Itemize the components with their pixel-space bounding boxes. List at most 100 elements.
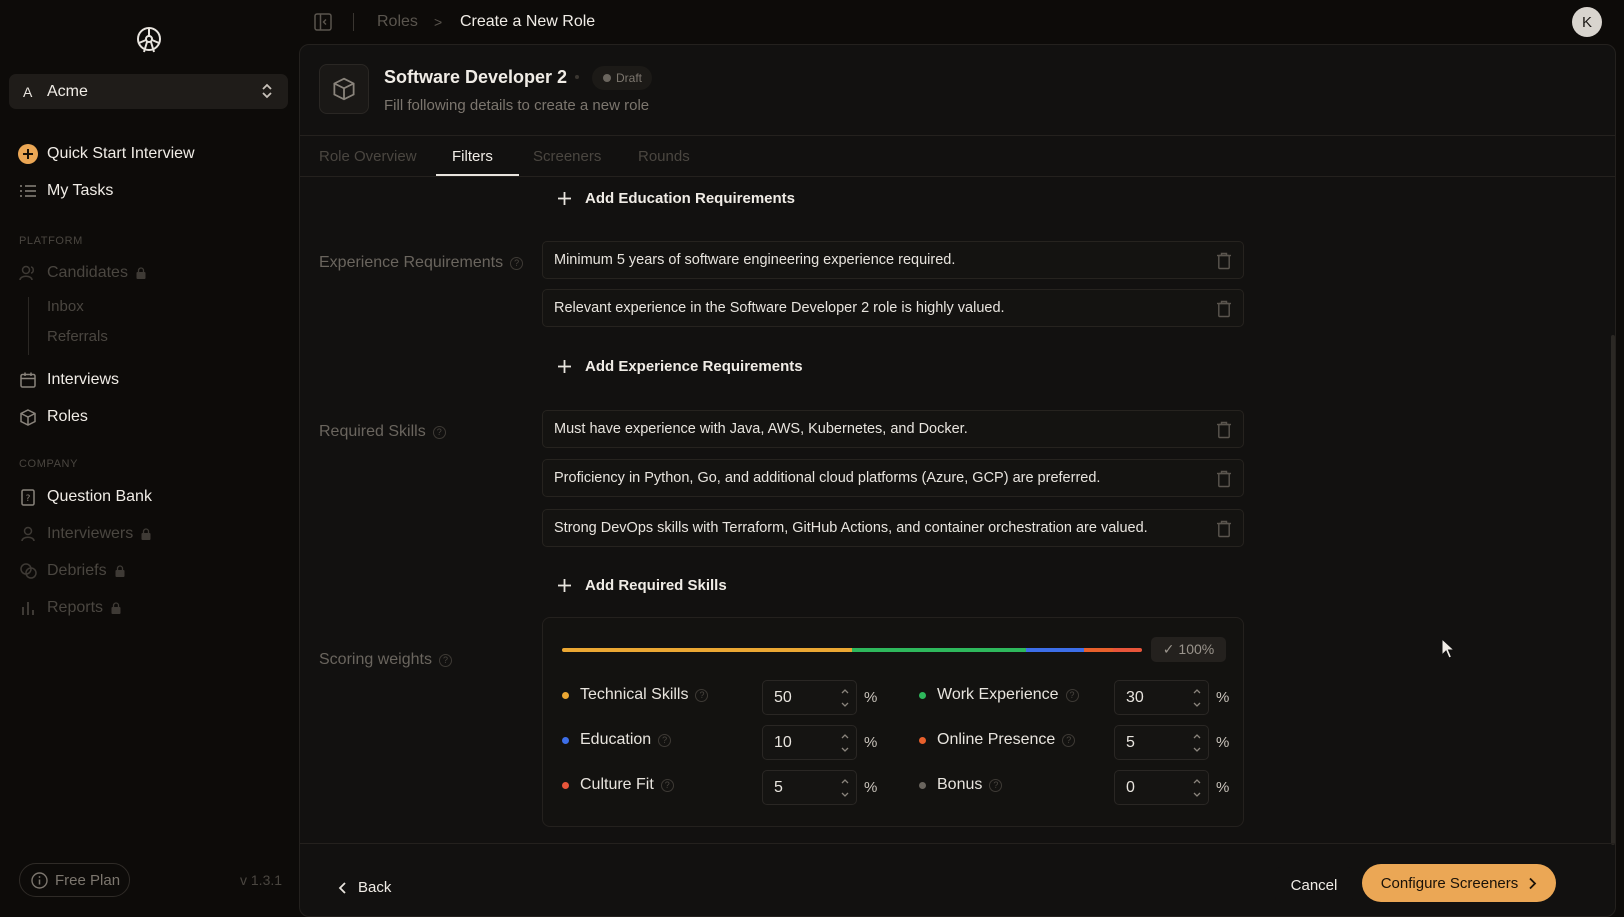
info-icon bbox=[31, 871, 48, 889]
stepper-icon[interactable] bbox=[1192, 731, 1202, 755]
experience-item[interactable]: Relevant experience in the Software Deve… bbox=[542, 289, 1244, 327]
weight-color-dot bbox=[919, 781, 926, 789]
nav-question-bank[interactable]: ? Question Bank bbox=[18, 485, 152, 509]
tab-role-overview[interactable]: Role Overview bbox=[319, 148, 417, 165]
user-avatar[interactable]: K bbox=[1572, 7, 1602, 37]
weight-value: 0 bbox=[1126, 779, 1135, 796]
help-icon[interactable]: ? bbox=[1062, 733, 1076, 747]
weight-color-dot bbox=[562, 781, 569, 789]
stepper-icon[interactable] bbox=[1192, 686, 1202, 710]
add-skills-button[interactable]: Add Required Skills bbox=[557, 577, 727, 594]
trash-icon[interactable] bbox=[1216, 470, 1232, 488]
weight-bar-segment bbox=[1084, 648, 1113, 652]
configure-screeners-label: Configure Screeners bbox=[1380, 874, 1519, 892]
weight-input-culture-fit[interactable]: 5 bbox=[762, 770, 857, 805]
experience-item-text: Minimum 5 years of software engineering … bbox=[554, 252, 956, 268]
skills-label-text: Required Skills bbox=[319, 423, 426, 440]
nav-my-tasks-label: My Tasks bbox=[47, 182, 114, 199]
stepper-icon[interactable] bbox=[1192, 776, 1202, 800]
percent-sign: % bbox=[1216, 734, 1230, 751]
skill-item[interactable]: Proficiency in Python, Go, and additiona… bbox=[542, 459, 1244, 497]
add-skills-label: Add Required Skills bbox=[585, 577, 727, 594]
sidebar-toggle-icon[interactable] bbox=[314, 13, 332, 31]
nav-interviewers[interactable]: Interviewers bbox=[18, 522, 151, 546]
weight-input-education[interactable]: 10 bbox=[762, 725, 857, 760]
tab-rounds[interactable]: Rounds bbox=[638, 148, 690, 165]
help-icon[interactable]: ? bbox=[695, 688, 709, 702]
back-button[interactable]: Back bbox=[338, 879, 391, 896]
help-icon[interactable]: ? bbox=[438, 653, 452, 667]
tab-filters[interactable]: Filters bbox=[452, 148, 493, 165]
nav-my-tasks[interactable]: My Tasks bbox=[18, 179, 113, 203]
active-tab-indicator bbox=[436, 174, 519, 176]
nav-question-bank-label: Question Bank bbox=[47, 488, 152, 505]
users-icon bbox=[18, 263, 38, 283]
weight-input-bonus[interactable]: 0 bbox=[1114, 770, 1209, 805]
divider bbox=[300, 135, 1615, 136]
trash-icon[interactable] bbox=[1216, 520, 1232, 538]
nav-interviewers-label: Interviewers bbox=[47, 525, 134, 542]
add-education-button[interactable]: Add Education Requirements bbox=[557, 190, 795, 207]
org-switcher[interactable]: A Acme bbox=[9, 74, 288, 109]
help-icon[interactable]: ? bbox=[660, 778, 674, 792]
experience-label-text: Experience Requirements bbox=[319, 254, 504, 271]
platform-section-label: PLATFORM bbox=[19, 235, 83, 247]
free-plan-badge[interactable]: Free Plan bbox=[19, 863, 130, 897]
scoring-label: Scoring weights? bbox=[319, 651, 452, 669]
stepper-icon[interactable] bbox=[840, 731, 850, 755]
svg-text:?: ? bbox=[26, 494, 31, 504]
help-icon[interactable]: ? bbox=[989, 778, 1003, 792]
weight-culture-fit: Culture Fit? bbox=[562, 776, 674, 794]
tab-screeners[interactable]: Screeners bbox=[533, 148, 602, 165]
total-percent-badge: ✓ 100% bbox=[1151, 637, 1226, 662]
stepper-icon[interactable] bbox=[840, 686, 850, 710]
percent-sign: % bbox=[864, 734, 878, 751]
skill-item[interactable]: Strong DevOps skills with Terraform, Git… bbox=[542, 509, 1244, 547]
nav-roles[interactable]: Roles bbox=[18, 405, 88, 429]
percent-sign: % bbox=[1216, 779, 1230, 796]
scrollbar[interactable] bbox=[1611, 335, 1615, 845]
weight-input-work-experience[interactable]: 30 bbox=[1114, 680, 1209, 715]
trash-icon[interactable] bbox=[1216, 252, 1232, 270]
trash-icon[interactable] bbox=[1216, 421, 1232, 439]
experience-label: Experience Requirements? bbox=[319, 254, 524, 272]
list-icon bbox=[18, 181, 38, 201]
nav-quick-start[interactable]: Quick Start Interview bbox=[18, 142, 195, 166]
breadcrumb-roles[interactable]: Roles bbox=[377, 13, 418, 30]
weight-value: 50 bbox=[774, 689, 792, 706]
help-icon[interactable]: ? bbox=[432, 425, 446, 439]
nav-referrals[interactable]: Referrals bbox=[47, 328, 108, 345]
nav-interviews-label: Interviews bbox=[47, 371, 120, 388]
add-experience-button[interactable]: Add Experience Requirements bbox=[557, 358, 803, 375]
plus-circle-icon bbox=[18, 144, 38, 164]
stepper-icon[interactable] bbox=[840, 776, 850, 800]
cube-icon bbox=[333, 77, 355, 101]
logo-icon bbox=[137, 27, 161, 53]
company-section-label: COMPANY bbox=[19, 458, 79, 470]
help-icon[interactable]: ? bbox=[658, 733, 672, 747]
nav-interviews[interactable]: Interviews bbox=[18, 368, 119, 392]
help-icon[interactable]: ? bbox=[510, 256, 524, 270]
cancel-button[interactable]: Cancel bbox=[1275, 867, 1353, 903]
trash-icon[interactable] bbox=[1216, 300, 1232, 318]
scoring-label-text: Scoring weights bbox=[319, 651, 432, 668]
skill-item[interactable]: Must have experience with Java, AWS, Kub… bbox=[542, 410, 1244, 448]
chat-bubbles-icon bbox=[18, 561, 38, 581]
weight-input-technical-skills[interactable]: 50 bbox=[762, 680, 857, 715]
weight-bar-segment bbox=[852, 648, 1026, 652]
nav-reports[interactable]: Reports bbox=[18, 596, 121, 620]
weight-education: Education? bbox=[562, 731, 672, 749]
sidebar: A Acme Quick Start Interview My Tasks PL… bbox=[0, 0, 300, 917]
weight-input-online-presence[interactable]: 5 bbox=[1114, 725, 1209, 760]
configure-screeners-button[interactable]: Configure Screeners bbox=[1362, 864, 1556, 902]
weight-technical-skills: Technical Skills? bbox=[562, 686, 709, 704]
experience-item[interactable]: Minimum 5 years of software engineering … bbox=[542, 241, 1244, 279]
role-subtitle: Fill following details to create a new r… bbox=[384, 97, 650, 114]
nav-inbox[interactable]: Inbox bbox=[47, 298, 84, 315]
nav-debriefs[interactable]: Debriefs bbox=[18, 559, 125, 583]
nav-reports-label: Reports bbox=[47, 599, 104, 616]
role-title: Software Developer 2 bbox=[384, 67, 568, 87]
plus-icon bbox=[558, 579, 571, 592]
nav-candidates[interactable]: Candidates bbox=[18, 261, 146, 285]
help-icon[interactable]: ? bbox=[1065, 688, 1079, 702]
